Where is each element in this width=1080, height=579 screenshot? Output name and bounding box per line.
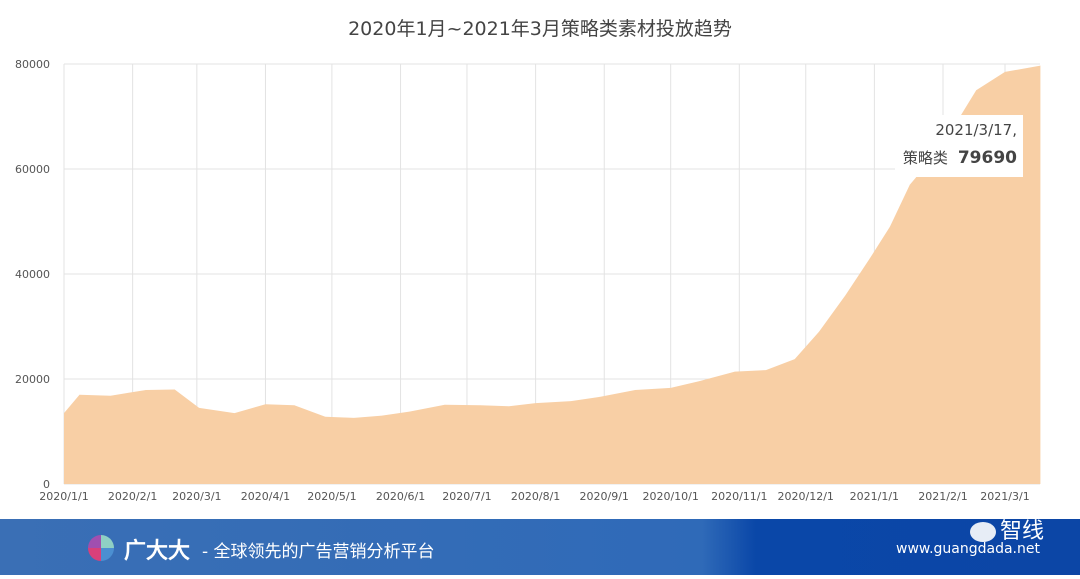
watermark: 智线 [969,513,1044,545]
brand-name: 广大大 [124,539,191,564]
x-tick-label: 2020/3/1 [172,490,221,503]
x-tick-label: 2020/9/1 [580,490,629,503]
x-tick-label: 2021/1/1 [850,490,899,503]
y-tick-label: 20000 [15,373,50,386]
chart-title: 2020年1月~2021年3月策略类素材投放趋势 [348,18,732,40]
x-tick-label: 2021/3/1 [980,490,1029,503]
y-tick-label: 80000 [15,58,50,71]
x-tick-label: 2021/2/1 [918,490,967,503]
x-tick-label: 2020/8/1 [511,490,560,503]
slogan: - 全球领先的广告营销分析平台 [202,542,435,562]
website-link[interactable]: www.guangdada.net [896,541,1040,557]
footer-banner: 广大大 - 全球领先的广告营销分析平台 智线 www.guangdada.net [0,519,1080,575]
x-tick-label: 2020/5/1 [307,490,356,503]
area-series-策略类 [64,65,1041,484]
x-tick-label: 2020/10/1 [642,490,698,503]
x-tick-label: 2020/11/1 [711,490,767,503]
x-tick-label: 2020/7/1 [442,490,491,503]
y-tick-label: 40000 [15,268,50,281]
tooltip: 2021/3/17, 策略类 79690 [895,115,1023,177]
x-tick-label: 2020/4/1 [241,490,290,503]
y-tick-label: 60000 [15,163,50,176]
y-tick-label: 0 [43,478,50,491]
wechat-icon [969,522,996,542]
logo-icon [88,535,114,561]
x-tick-label: 2020/1/1 [39,490,88,503]
tooltip-value: 79690 [957,148,1017,168]
x-tick-label: 2020/2/1 [108,490,157,503]
x-tick-label: 2020/6/1 [376,490,425,503]
x-tick-label: 2020/12/1 [778,490,834,503]
area-chart: 0 20000 40000 60000 80000 2020/1/1 2020/2/1 202… [15,58,1041,503]
tooltip-date: 2021/3/17, [935,121,1017,139]
tooltip-series: 策略类 [902,149,948,167]
